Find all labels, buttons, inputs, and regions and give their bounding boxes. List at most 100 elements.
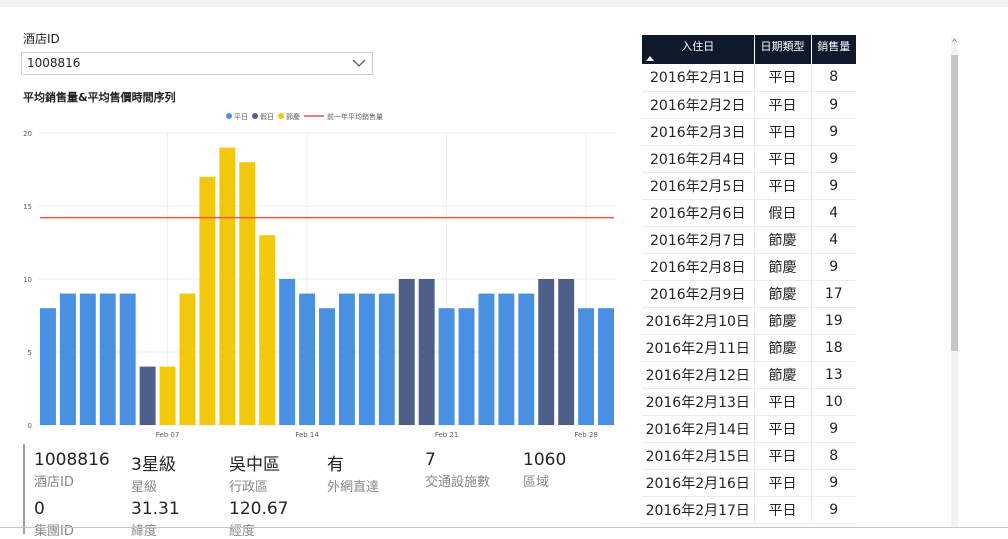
card-field: 120.67 經度: [229, 499, 288, 539]
cell-date-type: 平日: [754, 118, 812, 146]
card-field-value: 3星級: [131, 455, 176, 475]
sort-ascending-icon[interactable]: [646, 56, 654, 61]
card-field: 1008816 酒店ID: [34, 450, 110, 490]
scroll-up-icon[interactable]: ^: [951, 38, 958, 47]
cell-sales: 17: [811, 280, 856, 308]
cell-checkin-date: 2016年2月12日: [642, 361, 755, 389]
table-row[interactable]: 2016年2月13日 平日 10: [642, 388, 856, 416]
sales-time-series-chart: 0 5 10 15 20 Feb 07 Feb 14 Feb 21 Feb 28 平日 假日 節慶…: [23, 112, 616, 439]
bar: [139, 366, 156, 425]
chevron-down-icon[interactable]: [352, 56, 366, 70]
bar: [39, 308, 56, 425]
legend-marker: [278, 113, 284, 119]
cell-checkin-date: 2016年2月11日: [642, 334, 755, 362]
cell-sales: 10: [811, 388, 856, 416]
card-field-label: 行政區: [229, 480, 269, 495]
table-row[interactable]: 2016年2月2日 平日 9: [642, 91, 856, 119]
cell-date-type: 節慶: [754, 253, 812, 281]
legend-line-label: 前一年平均銷售量: [327, 112, 383, 121]
table-row[interactable]: 2016年2月11日 節慶 18: [642, 334, 856, 362]
bar: [378, 293, 395, 425]
cell-sales: 9: [811, 172, 856, 200]
card-field-label: 星級: [131, 480, 158, 495]
cell-sales: 9: [811, 496, 856, 524]
bar: [338, 293, 355, 425]
cell-date-type: 節慶: [754, 361, 812, 389]
cell-checkin-date: 2016年2月8日: [642, 253, 755, 281]
bar: [418, 279, 435, 425]
cell-sales: 8: [811, 64, 856, 92]
table-row[interactable]: 2016年2月16日 平日 9: [642, 469, 856, 497]
bar: [478, 293, 495, 425]
x-tick-label: Feb 14: [295, 431, 319, 439]
table-row[interactable]: 2016年2月8日 節慶 9: [642, 253, 856, 281]
card-field-value: 有: [327, 455, 344, 475]
bar-series: [39, 147, 615, 425]
bar: [199, 176, 216, 425]
cell-checkin-date: 2016年2月14日: [642, 415, 755, 443]
cell-date-type: 平日: [754, 172, 812, 200]
top-bar: [0, 0, 1008, 7]
table-row[interactable]: 2016年2月9日 節慶 17: [642, 280, 856, 308]
table-row[interactable]: 2016年2月15日 平日 8: [642, 442, 856, 470]
hotel-info-card: 1008816 酒店ID 3星級 星級 吳中區 行政區 有 外網直達 7 交通設…: [23, 444, 613, 539]
table-row[interactable]: 2016年2月5日 平日 9: [642, 172, 856, 200]
bar: [179, 293, 196, 425]
table-row[interactable]: 2016年2月10日 節慶 19: [642, 307, 856, 335]
cell-checkin-date: 2016年2月6日: [642, 199, 755, 227]
x-tick-label: Feb 07: [156, 431, 180, 439]
bar: [259, 235, 276, 425]
table-row[interactable]: 2016年2月14日 平日 9: [642, 415, 856, 443]
card-field-label: 外網直達: [327, 480, 380, 495]
scrollbar-thumb[interactable]: [951, 55, 958, 351]
sales-table: 入住日 日期類型 銷售量 2016年2月1日 平日 8 2016年2月2日 平日 9 201…: [642, 35, 856, 524]
hotel-id-dropdown[interactable]: 1008816: [21, 52, 373, 75]
bar: [159, 366, 176, 425]
legend-label: 節慶: [286, 112, 300, 121]
bar: [598, 308, 615, 425]
cell-sales: 9: [811, 118, 856, 146]
legend-marker: [252, 113, 258, 119]
cell-sales: 13: [811, 361, 856, 389]
column-header-date-type[interactable]: 日期類型: [754, 35, 812, 64]
column-header-sales[interactable]: 銷售量: [811, 35, 856, 64]
table-row[interactable]: 2016年2月3日 平日 9: [642, 118, 856, 146]
y-tick-label: 10: [23, 276, 32, 284]
cell-checkin-date: 2016年2月17日: [642, 496, 755, 524]
bar: [518, 293, 535, 425]
y-tick-label: 20: [23, 130, 32, 138]
cell-date-type: 平日: [754, 442, 812, 470]
bar: [299, 293, 316, 425]
cell-date-type: 平日: [754, 415, 812, 443]
bar: [279, 279, 296, 425]
card-field-label: 緯度: [131, 524, 158, 539]
card-field: 3星級 星級: [131, 450, 176, 495]
cell-sales: 19: [811, 307, 856, 335]
legend-label: 假日: [260, 112, 274, 121]
cell-checkin-date: 2016年2月3日: [642, 118, 755, 146]
cell-date-type: 節慶: [754, 226, 812, 254]
table-row[interactable]: 2016年2月4日 平日 9: [642, 145, 856, 173]
table-row[interactable]: 2016年2月7日 節慶 4: [642, 226, 856, 254]
card-field-value: 31.31: [131, 499, 180, 519]
cell-date-type: 平日: [754, 469, 812, 497]
table-row[interactable]: 2016年2月1日 平日 8: [642, 64, 856, 92]
y-tick-label: 0: [28, 422, 32, 430]
card-field-label: 酒店ID: [34, 475, 74, 490]
bar: [239, 162, 256, 425]
cell-date-type: 平日: [754, 145, 812, 173]
cell-date-type: 節慶: [754, 334, 812, 362]
table-row[interactable]: 2016年2月12日 節慶 13: [642, 361, 856, 389]
card-field: 31.31 緯度: [131, 499, 180, 539]
cell-sales: 8: [811, 442, 856, 470]
card-field-label: 區域: [523, 475, 550, 490]
legend-label: 平日: [234, 113, 248, 121]
table-row[interactable]: 2016年2月17日 平日 9: [642, 496, 856, 524]
x-axis: Feb 07 Feb 14 Feb 21 Feb 28: [156, 431, 598, 439]
table-row[interactable]: 2016年2月6日 假日 4: [642, 199, 856, 227]
cell-checkin-date: 2016年2月7日: [642, 226, 755, 254]
y-tick-label: 5: [28, 349, 32, 357]
column-header-checkin-date[interactable]: 入住日: [642, 35, 755, 64]
bar: [59, 293, 76, 425]
cell-sales: 9: [811, 91, 856, 119]
